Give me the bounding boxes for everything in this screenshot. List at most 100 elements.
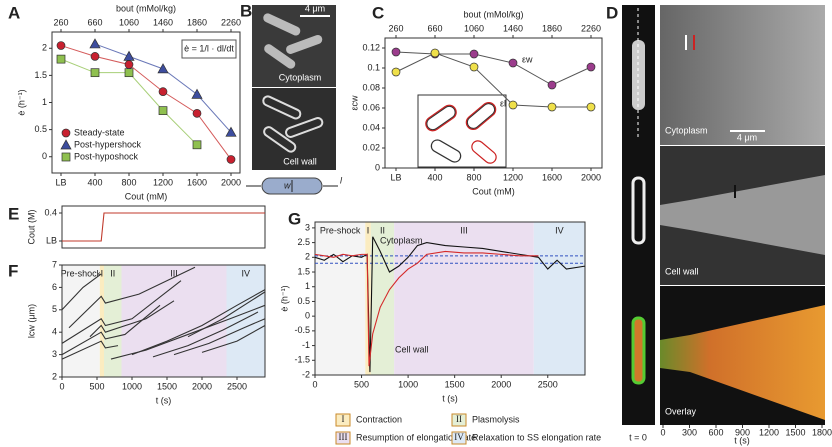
x-tick-label: 900 (735, 427, 750, 437)
y-tick-label: LB (46, 235, 57, 245)
x2-tick-label: 660 (427, 23, 442, 33)
marker (192, 140, 202, 150)
scale-label: 4 μm (737, 132, 757, 142)
marker (124, 60, 134, 69)
y-tick-label: 0 (375, 162, 380, 172)
legend-label: Post-hyposhock (74, 151, 139, 161)
x2-tick-label: 660 (87, 17, 102, 27)
x-tick-label: LB (55, 177, 66, 187)
marker (157, 63, 169, 74)
y-tick-label: 5 (52, 304, 57, 314)
series-label: εl (500, 98, 506, 108)
series-line (61, 273, 102, 311)
x-tick-label: 1600 (187, 177, 207, 187)
x-tick-label: 1200 (503, 172, 523, 182)
marker (60, 139, 72, 150)
phase-band (315, 222, 366, 375)
scale-label: 4 μm (305, 3, 325, 13)
legend-swatch (335, 413, 351, 427)
series-line (187, 291, 266, 338)
x2-axis-title: bout (mMol/kg) (116, 3, 176, 13)
x-tick-label: 1500 (157, 381, 177, 391)
x2-tick-label: 2260 (581, 23, 601, 33)
marker (430, 48, 440, 58)
x-tick-label: LB (390, 172, 401, 182)
y-tick-label: 2.5 (297, 237, 310, 247)
marker (61, 152, 71, 162)
legend-label: Post-hypershock (74, 139, 142, 149)
legend-numeral: IV (454, 432, 464, 442)
panel-letter: G (288, 209, 301, 228)
phase-label: III (170, 268, 178, 278)
series-line (68, 266, 196, 329)
series-line (89, 300, 175, 338)
x-tick-label: 0 (312, 379, 317, 389)
x-tick-label: 1500 (785, 427, 805, 437)
x-tick-label: 2000 (581, 172, 601, 182)
x-axis-title: t (s) (156, 395, 172, 405)
y-axis-title: Cout (M) (26, 209, 36, 244)
x-tick-label: 1000 (122, 381, 142, 391)
y-tick-label: 2 (42, 43, 47, 53)
legend-numeral: II (456, 414, 462, 424)
phase-label: III (460, 225, 468, 235)
y-tick-label: 0 (305, 311, 310, 321)
phase-label: II (110, 268, 115, 278)
x-tick-label: 1500 (445, 379, 465, 389)
y-tick-label: 1 (305, 281, 310, 291)
series-line (201, 325, 266, 353)
image-label: Cell wall (283, 156, 317, 166)
annotation: ė = 1/l · dl/dt (184, 43, 234, 53)
image-label: Cytoplasm (665, 125, 708, 135)
x-tick-label: 1600 (542, 172, 562, 182)
y-axis-title: lcw (μm) (26, 304, 36, 338)
y-tick-label: 1 (42, 97, 47, 107)
x-tick-label: 2000 (192, 381, 212, 391)
panel-letter: F (8, 261, 18, 280)
panel-letter: A (8, 3, 20, 22)
legend-swatch (451, 413, 467, 427)
x2-tick-label: 1060 (464, 23, 484, 33)
x-tick-label: 400 (427, 172, 442, 182)
x-axis-title: Cout (mM) (472, 186, 515, 196)
x-tick-label: 2000 (221, 177, 241, 187)
x-tick-label: 0 (660, 427, 665, 437)
y-tick-label: 2 (305, 252, 310, 262)
image-label: Cell wall (665, 266, 699, 276)
series-line (173, 318, 266, 356)
series-label: Cytoplasm (380, 235, 423, 245)
marker (191, 88, 203, 99)
series-label: Cell wall (395, 344, 429, 354)
marker (547, 102, 557, 112)
plot-frame (61, 264, 266, 378)
y-tick-label: -1.5 (294, 355, 310, 365)
image-label: Cytoplasm (279, 72, 322, 82)
marker (469, 62, 479, 72)
time-label: t = 0 (629, 432, 647, 442)
series-line (395, 51, 592, 86)
kymo-band (660, 305, 825, 420)
cell-image (631, 316, 646, 385)
x-tick-label: 2500 (227, 381, 247, 391)
phase-band (99, 265, 104, 377)
y-tick-label: 0.02 (362, 142, 380, 152)
y-tick-label: 0.4 (44, 207, 57, 217)
phase-band (104, 265, 122, 377)
legend-numeral: III (339, 432, 348, 442)
phase-band (533, 222, 585, 375)
panel-letter: C (372, 3, 384, 22)
x2-tick-label: 1060 (119, 17, 139, 27)
phase-label: Pre-shock (320, 225, 361, 235)
marker (158, 87, 168, 97)
symbol: l (340, 175, 343, 185)
y-tick-label: 4 (52, 327, 57, 337)
cells (263, 13, 323, 69)
x-tick-label: 2000 (491, 379, 511, 389)
x2-axis-title: bout (mMol/kg) (463, 9, 523, 19)
marker (586, 102, 596, 112)
x-tick-label: 1800 (812, 427, 832, 437)
marker (469, 49, 479, 59)
marker (508, 58, 518, 68)
series-line (110, 304, 266, 360)
